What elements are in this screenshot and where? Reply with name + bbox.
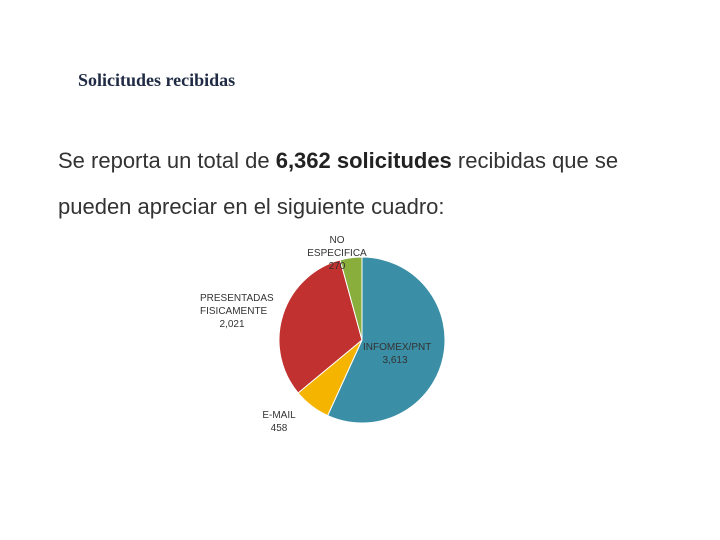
slice-label: INFOMEX/PNT 3,613 bbox=[363, 341, 432, 367]
pie-slice bbox=[339, 256, 363, 341]
text-bold: 6,362 solicitudes bbox=[275, 148, 452, 173]
pie-slice bbox=[326, 256, 446, 424]
pie-slice bbox=[278, 259, 363, 394]
value-label: 3,613 bbox=[382, 355, 408, 366]
slice-label: PRESENTADAS FISICAMENTE 2,021 bbox=[200, 292, 274, 331]
category-label: INFOMEX/PNT bbox=[363, 342, 432, 353]
value-label: 2,021 bbox=[219, 319, 245, 330]
slide-title: Solicitudes recibidas bbox=[78, 70, 236, 90]
value-label: 458 bbox=[270, 423, 288, 434]
category-label: E-MAIL bbox=[262, 410, 296, 421]
text: recibidas que se pueden apreciar en el s… bbox=[58, 148, 619, 219]
value-label: 270 bbox=[328, 261, 346, 272]
category-label: PRESENTADAS FISICAMENTE bbox=[200, 293, 274, 317]
category-label: NO ESPECIFICA bbox=[307, 235, 367, 259]
slice-label: NO ESPECIFICA 270 bbox=[302, 234, 372, 273]
text: Se reporta un total de bbox=[58, 148, 276, 173]
slice-label: E-MAIL 458 bbox=[252, 409, 306, 435]
slide-text: Se reporta un total de 6,362 solicitudes… bbox=[58, 138, 658, 230]
